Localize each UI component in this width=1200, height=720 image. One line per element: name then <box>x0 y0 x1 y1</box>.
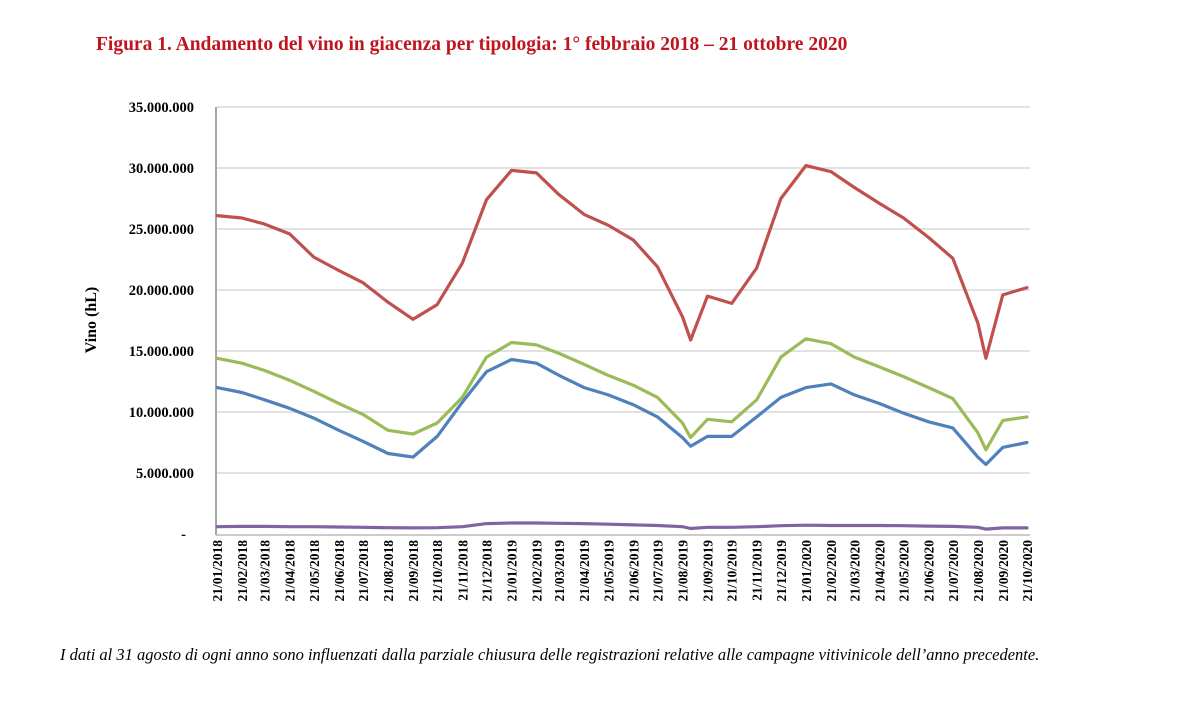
chart-title: Figura 1. Andamento del vino in giacenza… <box>96 34 848 55</box>
x-tick-label: 21/07/2018 <box>356 540 371 602</box>
x-tick-label: 21/01/2020 <box>799 540 814 602</box>
y-tick-label: 35.000.000 <box>129 100 194 116</box>
x-tick-label: 21/05/2018 <box>307 540 322 602</box>
x-tick-label: 21/06/2020 <box>922 540 937 602</box>
x-tick-label: 21/07/2019 <box>650 540 665 602</box>
y-tick-label: 10.000.000 <box>129 405 194 421</box>
y-axis-ticks: - 5.000.000 10.000.000 15.000.000 20.000.000… <box>129 100 194 543</box>
x-tick-label: 21/06/2019 <box>626 540 641 602</box>
axes <box>215 107 1030 536</box>
y-tick-label: 20.000.000 <box>129 283 194 299</box>
x-tick-label: 21/02/2018 <box>235 540 250 602</box>
x-tick-label: 21/11/2019 <box>750 540 765 601</box>
x-tick-label: 21/09/2019 <box>701 540 716 602</box>
x-tick-label: 21/08/2018 <box>381 540 396 602</box>
x-tick-label: 21/07/2020 <box>946 540 961 602</box>
x-tick-label: 21/11/2018 <box>455 540 470 601</box>
series-lines <box>215 164 1029 531</box>
x-tick-label: 21/10/2020 <box>1020 540 1035 602</box>
x-tick-label: 21/06/2018 <box>332 540 347 602</box>
x-tick-label: 21/10/2019 <box>725 540 740 602</box>
x-tick-label: 21/04/2018 <box>283 540 298 602</box>
y-tick-label: 30.000.000 <box>129 161 194 177</box>
x-tick-label: 21/08/2019 <box>676 540 691 602</box>
x-tick-label: 21/09/2020 <box>996 540 1011 602</box>
x-tick-label: 21/12/2019 <box>774 540 789 602</box>
x-tick-label: 21/04/2020 <box>872 540 887 602</box>
y-tick-label: - <box>181 527 186 543</box>
x-tick-label: 21/02/2020 <box>824 540 839 602</box>
x-tick-label: 21/03/2020 <box>847 540 862 602</box>
series-line-3 <box>215 357 1029 467</box>
series-line-2 <box>215 337 1029 452</box>
gridlines <box>217 106 1030 474</box>
x-tick-label: 21/12/2018 <box>479 540 494 602</box>
series-line-4 <box>215 521 1029 531</box>
y-tick-label: 25.000.000 <box>129 222 194 238</box>
x-tick-label: 21/02/2019 <box>529 540 544 602</box>
x-tick-label: 21/01/2019 <box>504 540 519 602</box>
y-tick-label: 5.000.000 <box>136 466 194 482</box>
x-tick-label: 21/01/2018 <box>210 540 225 602</box>
x-tick-label: 21/04/2019 <box>577 540 592 602</box>
x-tick-label: 21/03/2019 <box>552 540 567 602</box>
x-tick-label: 21/09/2018 <box>406 540 421 602</box>
x-tick-label: 21/05/2020 <box>897 540 912 602</box>
x-tick-label: 21/03/2018 <box>258 540 273 602</box>
x-tick-label: 21/08/2020 <box>971 540 986 602</box>
x-tick-label: 21/10/2018 <box>430 540 445 602</box>
y-tick-label: 15.000.000 <box>129 344 194 360</box>
x-axis-ticks: 21/01/2018 21/02/2018 21/03/2018 21/04/2018… <box>210 540 1035 602</box>
chart-caption: I dati al 31 agosto di ogni anno sono in… <box>60 645 1040 664</box>
x-tick-label: 21/05/2019 <box>601 540 616 602</box>
series-line-1 <box>215 164 1029 360</box>
